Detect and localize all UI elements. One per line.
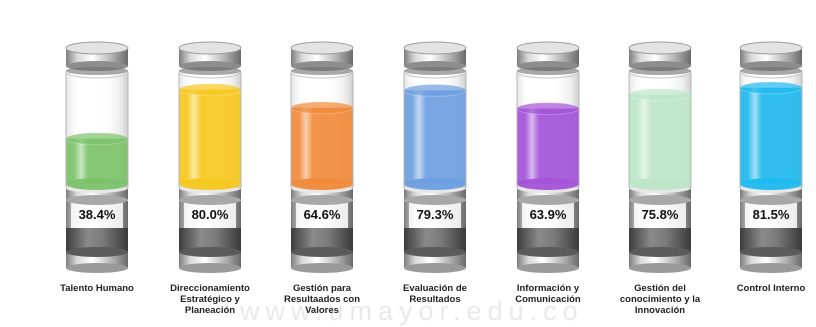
- cylinder-7: [740, 42, 802, 273]
- cylinder-2: [179, 42, 241, 273]
- liquid-1: [66, 133, 128, 190]
- liquid-3: [291, 102, 353, 190]
- liquid-6: [629, 89, 691, 190]
- cylinder-3: [291, 42, 353, 273]
- category-label-6: Gestión del conocimiento y la Innovación: [605, 283, 715, 316]
- value-label-4: 79.3%: [395, 207, 475, 222]
- category-label-7: Control Interno: [716, 283, 816, 294]
- category-label-3: Gestión para Resultaados con Valores: [267, 283, 377, 316]
- category-label-1: Talento Humano: [42, 283, 152, 294]
- category-label-4: Evaluación de Resultados: [380, 283, 490, 305]
- liquid-7: [740, 82, 802, 190]
- value-label-3: 64.6%: [282, 207, 362, 222]
- value-label-6: 75.8%: [620, 207, 700, 222]
- category-label-5: Información y Comunicación: [493, 283, 603, 305]
- value-label-1: 38.4%: [57, 207, 137, 222]
- chart-canvas: [0, 0, 816, 320]
- value-label-5: 63.9%: [508, 207, 588, 222]
- cylinder-1: [66, 42, 128, 273]
- value-label-7: 81.5%: [731, 207, 811, 222]
- cylinder-6: [629, 42, 691, 273]
- cylinder-4: [404, 42, 466, 273]
- cylinder-chart: www.umayor.edu.co 38.4% Talento Humano 80.…: [0, 0, 816, 320]
- value-label-2: 80.0%: [170, 207, 250, 222]
- liquid-2: [179, 84, 241, 190]
- liquid-4: [404, 84, 466, 190]
- category-label-2: Direccionamiento Estratégico y Planeació…: [155, 283, 265, 316]
- liquid-5: [517, 103, 579, 190]
- cylinder-5: [517, 42, 579, 273]
